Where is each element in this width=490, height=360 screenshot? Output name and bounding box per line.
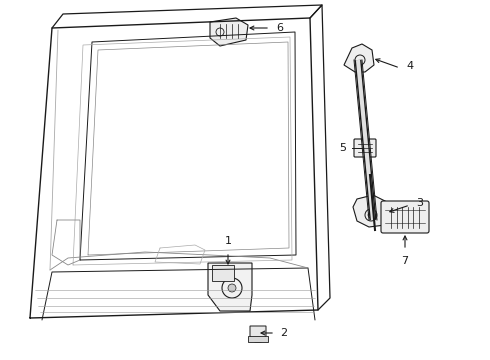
Polygon shape xyxy=(210,18,248,46)
Text: 3: 3 xyxy=(416,198,423,208)
Text: 6: 6 xyxy=(276,23,283,33)
Text: 2: 2 xyxy=(280,328,287,338)
Text: 1: 1 xyxy=(224,236,231,246)
Polygon shape xyxy=(353,195,391,227)
Polygon shape xyxy=(344,44,374,72)
Circle shape xyxy=(368,212,374,218)
Polygon shape xyxy=(208,263,252,311)
Bar xyxy=(248,336,268,342)
Circle shape xyxy=(228,284,236,292)
Bar xyxy=(212,265,234,281)
Text: 7: 7 xyxy=(401,256,409,266)
FancyBboxPatch shape xyxy=(354,139,376,157)
Polygon shape xyxy=(250,326,266,342)
FancyBboxPatch shape xyxy=(381,201,429,233)
Text: 5: 5 xyxy=(339,143,346,153)
Text: 4: 4 xyxy=(406,61,413,71)
